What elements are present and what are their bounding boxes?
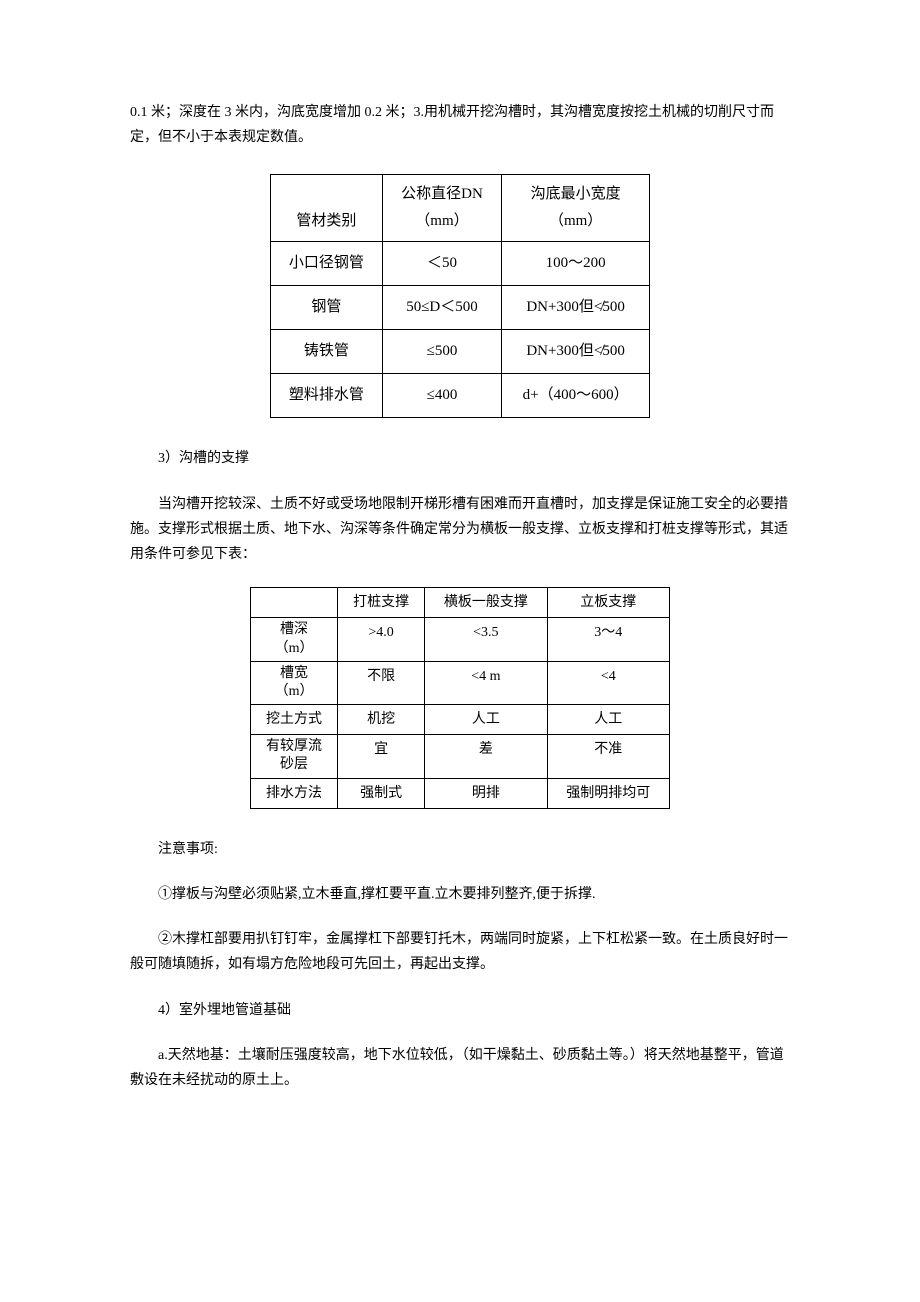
table2-cell: <4 m — [425, 661, 547, 704]
table2-row-label: 有较厚流 砂层 — [251, 735, 338, 778]
table2-header-vertical: 立板支撑 — [547, 588, 669, 618]
table2-header-pile: 打桩支撑 — [338, 588, 425, 618]
table1-cell: 100～200 — [502, 242, 650, 286]
table2-cell: 明排 — [425, 778, 547, 808]
table1-header-diameter: 公称直径DN （mm） — [382, 175, 501, 242]
support-conditions-table: 打桩支撑 横板一般支撑 立板支撑 槽深 （m） >4.0 <3.5 3～4 槽宽… — [250, 587, 670, 809]
section4-heading: 4）室外埋地管道基础 — [130, 998, 790, 1023]
note2: ②木撑杠部要用扒钉钉牢，金属撑杠下部要钉托木，两端同时旋紧，上下杠松紧一致。在土… — [130, 927, 790, 977]
table1-cell: DN+300但≮500 — [502, 330, 650, 374]
table2-cell: <3.5 — [425, 618, 547, 661]
table2-cell: 不限 — [338, 661, 425, 704]
table2-cell: 人工 — [547, 705, 669, 735]
table1-cell: 钢管 — [271, 286, 383, 330]
table2-cell: 人工 — [425, 705, 547, 735]
table2-header-horizontal: 横板一般支撑 — [425, 588, 547, 618]
table2-row-label: 排水方法 — [251, 778, 338, 808]
section3-paragraph: 当沟槽开挖较深、土质不好或受场地限制开梯形槽有困难而开直槽时，加支撑是保证施工安… — [130, 492, 790, 568]
table2-row-label: 挖土方式 — [251, 705, 338, 735]
table2-cell: 差 — [425, 735, 547, 778]
table1-cell: d+（400～600） — [502, 374, 650, 418]
note1: ①撑板与沟壁必须贴紧,立木垂直,撑杠要平直.立木要排列整齐,便于拆撑. — [130, 882, 790, 907]
intro-paragraph: 0.1 米；深度在 3 米内，沟底宽度增加 0.2 米；3.用机械开挖沟槽时，其… — [130, 100, 790, 150]
table1-cell: 小口径钢管 — [271, 242, 383, 286]
table2-cell: 强制式 — [338, 778, 425, 808]
pipe-width-table: 管材类别 公称直径DN （mm） 沟底最小宽度 （mm） 小口径钢管 ＜50 1… — [270, 174, 650, 418]
section3-heading: 3）沟槽的支撑 — [130, 446, 790, 471]
table1-cell: ＜50 — [382, 242, 501, 286]
table1-cell: DN+300但≮500 — [502, 286, 650, 330]
table1-cell: 塑料排水管 — [271, 374, 383, 418]
section4-paragraph: a.天然地基：土壤耐压强度较高，地下水位较低，（如干燥黏土、砂质黏土等。）将天然… — [130, 1043, 790, 1093]
table2-cell: 不准 — [547, 735, 669, 778]
table2-row-label: 槽宽 （m） — [251, 661, 338, 704]
table2-cell: <4 — [547, 661, 669, 704]
table1-header-width: 沟底最小宽度 （mm） — [502, 175, 650, 242]
table2-cell: >4.0 — [338, 618, 425, 661]
notes-heading: 注意事项: — [130, 837, 790, 862]
table2-cell: 3～4 — [547, 618, 669, 661]
table2-row-label: 槽深 （m） — [251, 618, 338, 661]
table2-cell: 强制明排均可 — [547, 778, 669, 808]
table2-cell: 宜 — [338, 735, 425, 778]
table2-cell: 机挖 — [338, 705, 425, 735]
table1-cell: 50≤D＜500 — [382, 286, 501, 330]
table1-cell: ≤400 — [382, 374, 501, 418]
table1-cell: ≤500 — [382, 330, 501, 374]
table1-header-type: 管材类别 — [271, 175, 383, 242]
table1-cell: 铸铁管 — [271, 330, 383, 374]
table2-header-blank — [251, 588, 338, 618]
